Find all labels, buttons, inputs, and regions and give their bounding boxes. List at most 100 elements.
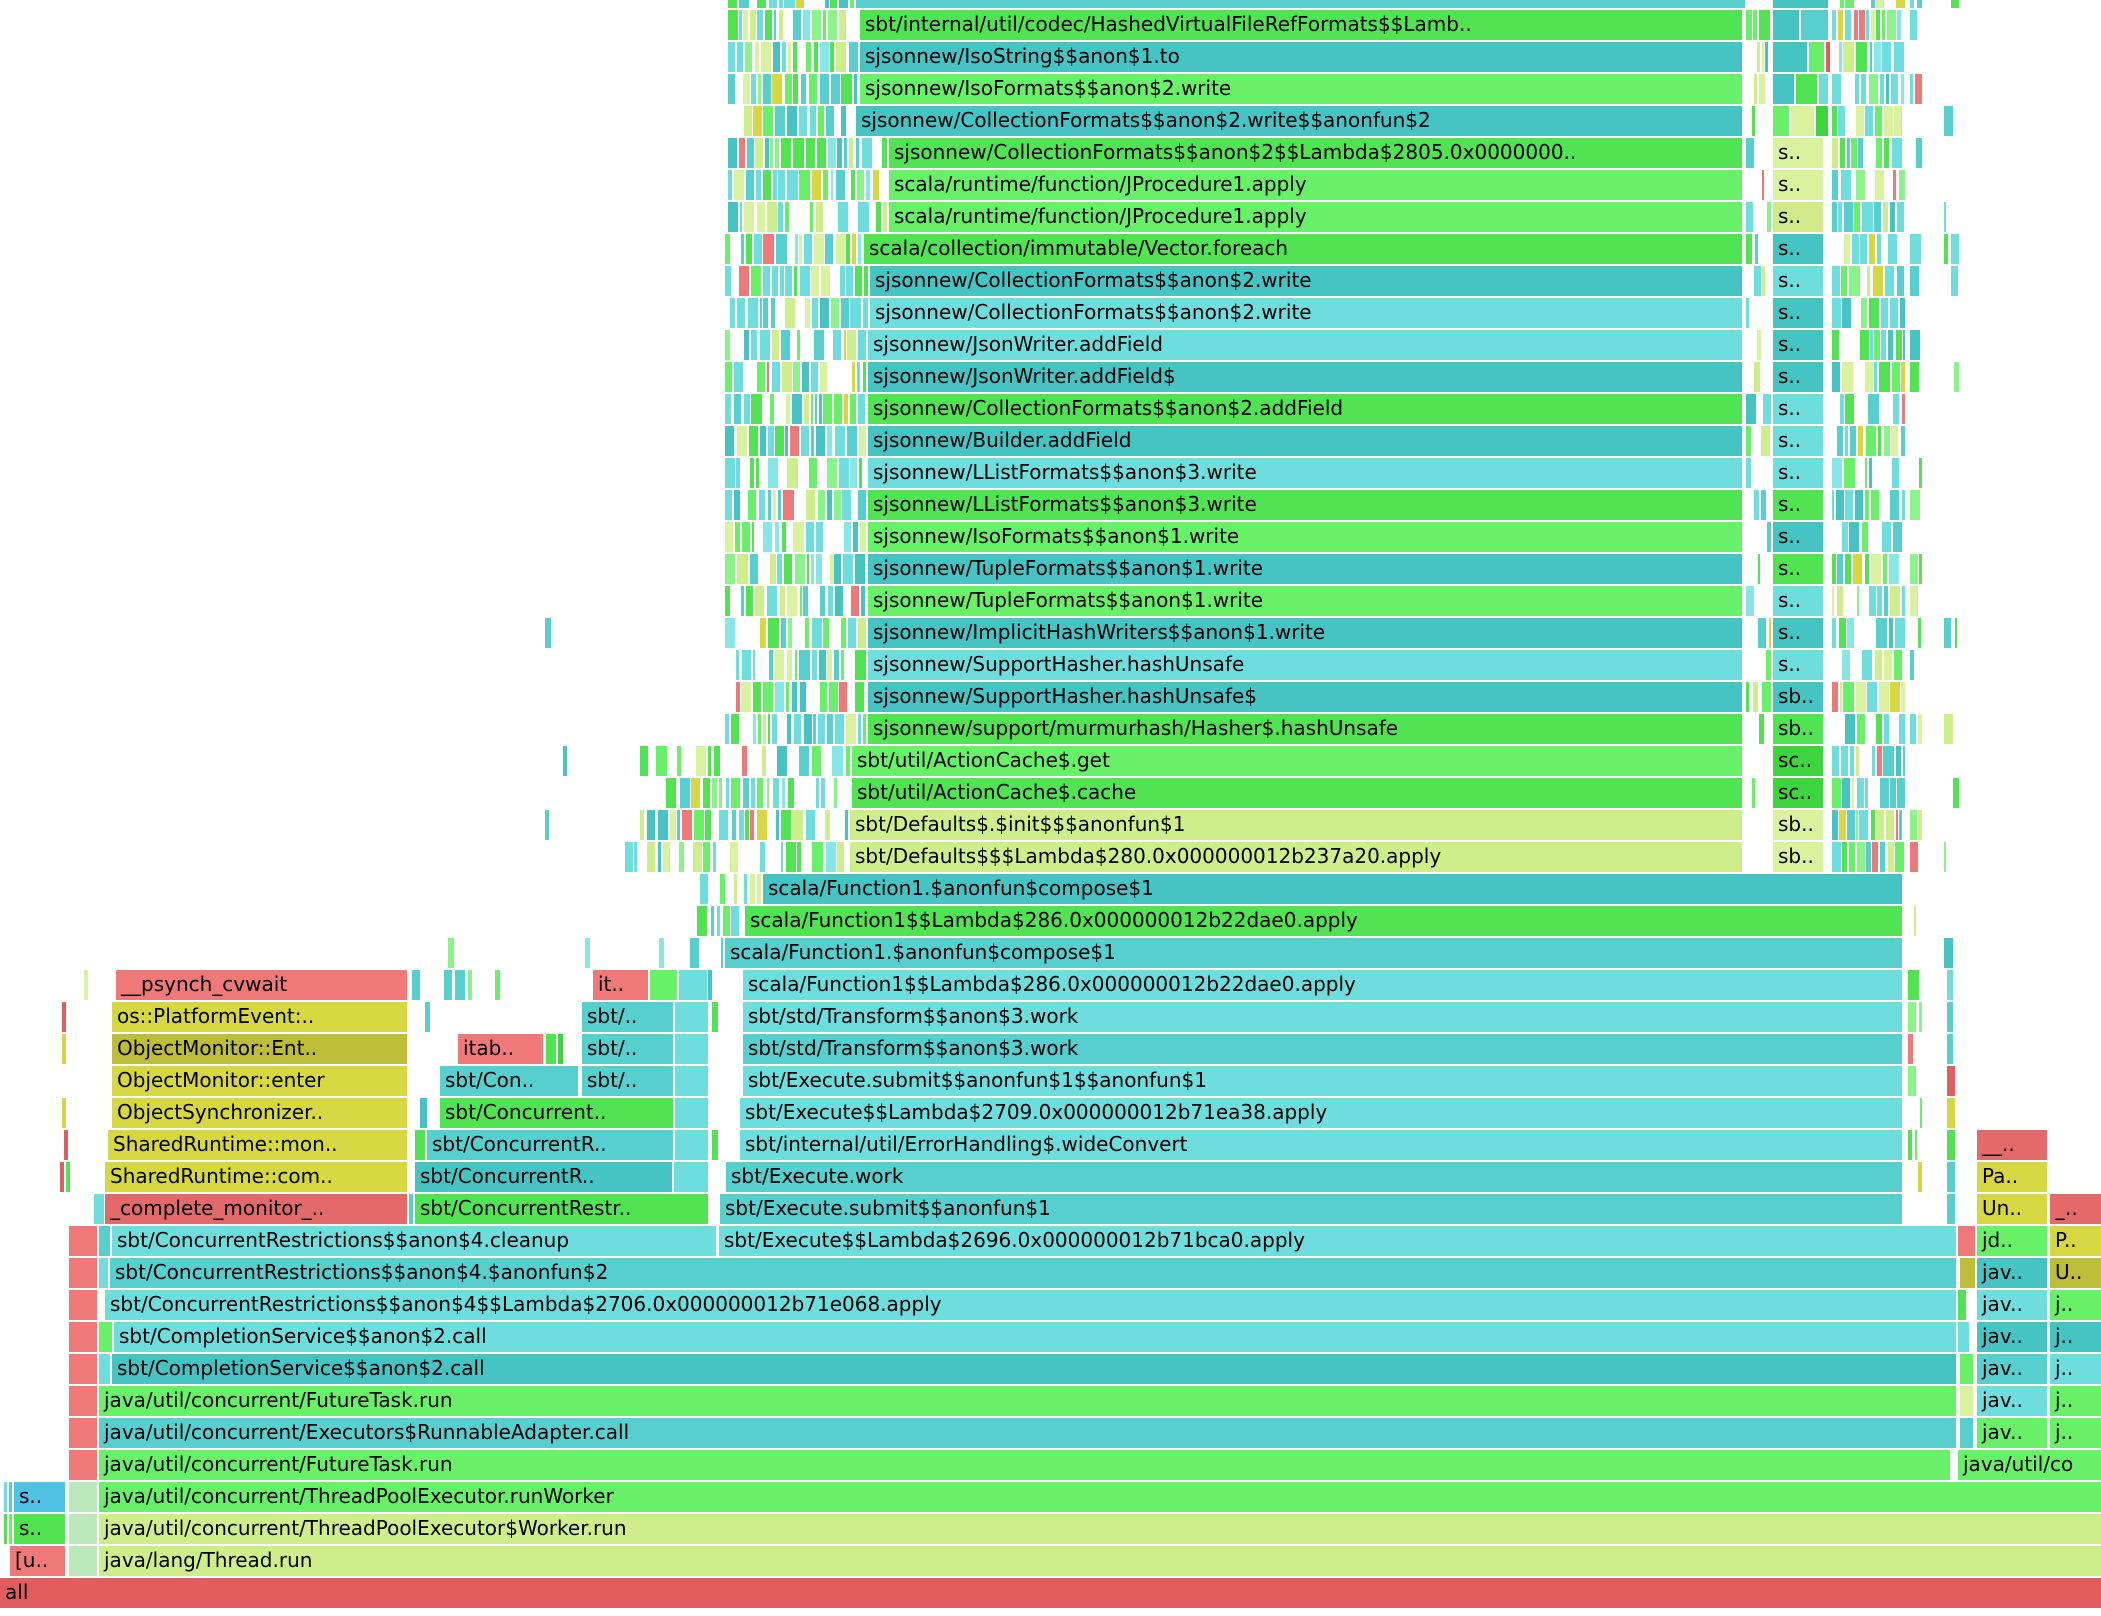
frame-fragment[interactable] <box>803 234 813 264</box>
frame[interactable]: scala/Function1.$anonfun$compose$1 <box>725 938 1902 968</box>
frame-fragment[interactable] <box>1944 938 1954 968</box>
frame-fragment[interactable] <box>1887 330 1893 360</box>
frame-fragment[interactable] <box>809 458 818 488</box>
frame[interactable]: s.. <box>1773 202 1823 232</box>
frame-fragment[interactable] <box>823 10 826 40</box>
frame[interactable]: s.. <box>1773 586 1823 616</box>
frame-fragment[interactable] <box>689 938 699 968</box>
frame-fragment[interactable] <box>725 522 734 552</box>
frame-fragment[interactable] <box>1869 42 1873 72</box>
frame[interactable]: Pa.. <box>1977 1162 2047 1192</box>
frame-fragment[interactable] <box>785 426 789 456</box>
frame-fragment[interactable] <box>1947 1130 1955 1160</box>
frame-fragment[interactable] <box>1852 234 1859 264</box>
frame-fragment[interactable] <box>816 138 827 168</box>
frame-fragment[interactable] <box>1889 490 1899 520</box>
frame-fragment[interactable] <box>1876 10 1881 40</box>
frame-fragment[interactable] <box>1857 426 1864 456</box>
frame-fragment[interactable] <box>1958 1322 1969 1352</box>
frame-fragment[interactable] <box>69 1514 97 1544</box>
frame-fragment[interactable] <box>1832 810 1838 840</box>
frame-fragment[interactable] <box>749 10 756 40</box>
frame-fragment[interactable] <box>839 0 849 8</box>
frame-fragment[interactable] <box>729 842 738 872</box>
frame-fragment[interactable] <box>1951 0 1959 8</box>
frame[interactable]: itab.. <box>458 1034 543 1064</box>
frame-fragment[interactable] <box>772 362 781 392</box>
frame-fragment[interactable] <box>770 138 773 168</box>
frame-fragment[interactable] <box>725 426 735 456</box>
frame-fragment[interactable] <box>762 74 771 104</box>
frame-fragment[interactable] <box>725 778 730 808</box>
frame-fragment[interactable] <box>710 906 715 936</box>
frame-fragment[interactable] <box>857 618 866 648</box>
frame-fragment[interactable] <box>858 426 866 456</box>
frame-fragment[interactable] <box>834 650 840 680</box>
frame-fragment[interactable] <box>1765 42 1769 72</box>
frame-fragment[interactable] <box>799 650 810 680</box>
frame-fragment[interactable] <box>725 618 736 648</box>
frame-fragment[interactable] <box>731 906 740 936</box>
frame-fragment[interactable] <box>1852 778 1855 808</box>
frame-fragment[interactable] <box>1881 330 1887 360</box>
frame-fragment[interactable] <box>751 778 756 808</box>
frame-fragment[interactable] <box>774 522 779 552</box>
frame-fragment[interactable] <box>657 842 661 872</box>
frame-fragment[interactable] <box>1855 682 1866 712</box>
frame-fragment[interactable] <box>793 522 805 552</box>
frame-fragment[interactable] <box>1914 74 1922 104</box>
frame-fragment[interactable] <box>1842 298 1851 328</box>
frame-fragment[interactable] <box>809 106 816 136</box>
frame-fragment[interactable] <box>812 618 823 648</box>
frame-fragment[interactable] <box>837 138 843 168</box>
frame[interactable]: s.. <box>1773 138 1823 168</box>
frame-fragment[interactable] <box>1879 362 1890 392</box>
frame-fragment[interactable] <box>756 202 766 232</box>
frame-fragment[interactable] <box>1819 74 1828 104</box>
frame[interactable]: jav.. <box>1977 1386 2047 1416</box>
frame-fragment[interactable] <box>828 138 836 168</box>
frame[interactable]: all <box>0 1578 2101 1608</box>
frame-fragment[interactable] <box>751 330 758 360</box>
frame-fragment[interactable] <box>1849 746 1855 776</box>
frame-fragment[interactable] <box>69 1354 97 1384</box>
frame-fragment[interactable] <box>1763 394 1771 424</box>
frame-fragment[interactable] <box>806 554 809 584</box>
frame-fragment[interactable] <box>1908 1002 1917 1032</box>
frame-fragment[interactable] <box>655 746 667 776</box>
frame-fragment[interactable] <box>1884 138 1890 168</box>
frame-fragment[interactable] <box>751 522 755 552</box>
frame-fragment[interactable] <box>725 490 733 520</box>
frame-fragment[interactable] <box>1751 778 1756 808</box>
frame-fragment[interactable] <box>69 1226 97 1256</box>
frame-fragment[interactable] <box>1753 362 1761 392</box>
frame[interactable]: s.. <box>1773 298 1823 328</box>
frame-fragment[interactable] <box>846 746 850 776</box>
frame-fragment[interactable] <box>781 842 784 872</box>
frame-fragment[interactable] <box>805 490 816 520</box>
frame[interactable]: sbt/internal/util/ErrorHandling$.wideCon… <box>740 1130 1902 1160</box>
frame-fragment[interactable] <box>828 10 838 40</box>
frame-fragment[interactable] <box>863 266 868 296</box>
frame-fragment[interactable] <box>1860 74 1867 104</box>
frame-fragment[interactable] <box>784 298 795 328</box>
frame[interactable]: s.. <box>1773 458 1823 488</box>
frame-fragment[interactable] <box>675 1002 708 1032</box>
frame-fragment[interactable] <box>1854 490 1863 520</box>
frame-fragment[interactable] <box>826 714 833 744</box>
frame-fragment[interactable] <box>545 810 549 840</box>
frame-fragment[interactable] <box>711 778 717 808</box>
frame-fragment[interactable] <box>1889 682 1900 712</box>
frame-fragment[interactable] <box>748 298 759 328</box>
frame-fragment[interactable] <box>769 650 773 680</box>
frame-fragment[interactable] <box>1870 0 1875 8</box>
frame-fragment[interactable] <box>1892 394 1900 424</box>
frame-fragment[interactable] <box>1761 42 1764 72</box>
frame-fragment[interactable] <box>773 10 777 40</box>
frame-fragment[interactable] <box>693 842 702 872</box>
frame-fragment[interactable] <box>1856 170 1865 200</box>
frame-fragment[interactable] <box>811 298 819 328</box>
frame[interactable]: os::PlatformEvent:.. <box>112 1002 407 1032</box>
frame-fragment[interactable] <box>658 938 664 968</box>
frame[interactable]: sc.. <box>1773 746 1823 776</box>
